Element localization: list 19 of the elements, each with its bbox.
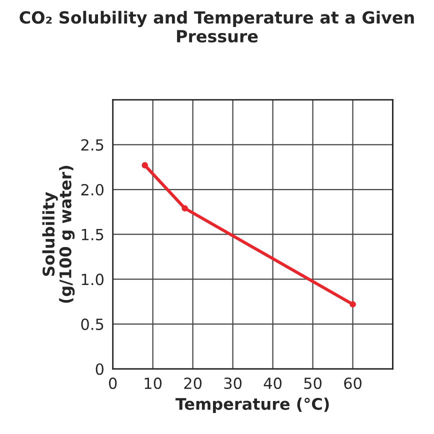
- y-tick-label: 2.5: [81, 139, 104, 151]
- x-tick-label: 0: [108, 378, 117, 390]
- x-tick-label: 60: [344, 378, 362, 390]
- y-tick-label: 0.5: [81, 318, 104, 330]
- y-tick-label: 2.0: [81, 184, 104, 196]
- chart-title: CO₂ Solubility and Temperature at a Given Pressure: [20, 10, 414, 43]
- y-tick-label: 1.5: [82, 229, 104, 240]
- x-tick-label: 40: [264, 378, 282, 390]
- point: [182, 205, 188, 212]
- x-tick-label: 20: [184, 378, 202, 390]
- y-axis-title: Solubility (g/100 g water): [42, 166, 75, 303]
- x-tick-label: 50: [304, 378, 322, 390]
- x-tick-label: 30: [224, 378, 242, 390]
- point: [142, 162, 148, 168]
- point: [350, 301, 356, 308]
- x-axis-title: Temperature (°C): [176, 398, 329, 414]
- y-tick-label: 1.0: [82, 274, 104, 286]
- y-tick-label: 0: [96, 363, 104, 375]
- x-tick-label: 10: [144, 378, 162, 390]
